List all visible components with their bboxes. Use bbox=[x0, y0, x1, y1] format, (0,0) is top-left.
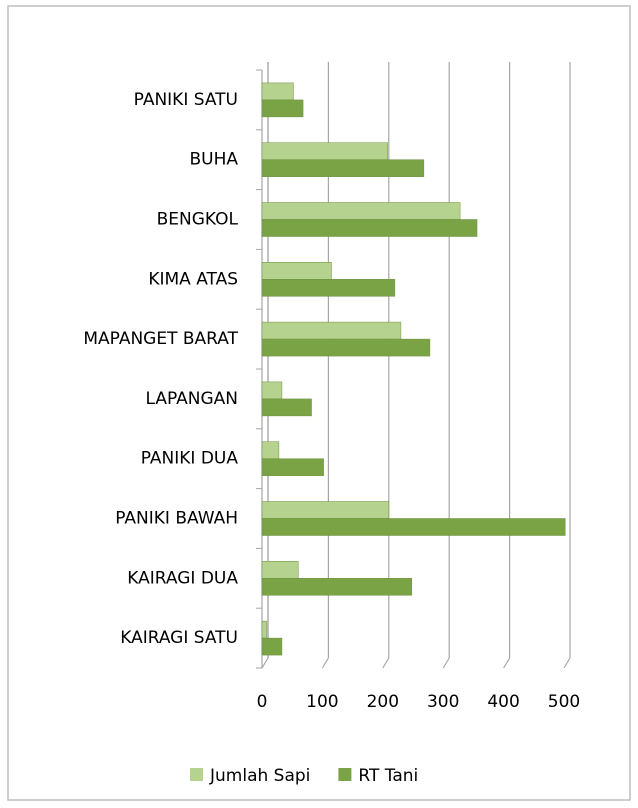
y-tick-label: PANIKI BAWAH bbox=[115, 509, 238, 529]
bar bbox=[261, 219, 478, 237]
bar bbox=[261, 321, 402, 340]
bar bbox=[261, 381, 283, 400]
x-tick-label: 0 bbox=[257, 692, 268, 712]
bar bbox=[261, 202, 461, 220]
legend-label: Jumlah Sapi bbox=[209, 766, 310, 786]
y-tick-label: KAIRAGI SATU bbox=[120, 628, 238, 648]
bar bbox=[261, 262, 332, 280]
legend-label: RT Tani bbox=[358, 766, 418, 786]
x-tick-label: 500 bbox=[548, 692, 580, 712]
x-tick bbox=[442, 657, 450, 669]
bar bbox=[261, 82, 294, 101]
y-tick-label: LAPANGAN bbox=[145, 389, 238, 409]
y-tick-label: PANIKI DUA bbox=[141, 449, 239, 469]
y-tick-label: MAPANGET BARAT bbox=[83, 329, 238, 349]
chart-frame bbox=[7, 5, 631, 801]
y-tick-label: PANIKI SATU bbox=[134, 90, 238, 110]
bar bbox=[261, 458, 324, 476]
x-tick-label: 100 bbox=[306, 692, 338, 712]
bar bbox=[261, 441, 280, 459]
x-tick-label: 300 bbox=[427, 692, 459, 712]
x-tick bbox=[563, 657, 571, 669]
x-tick-label: 400 bbox=[487, 692, 519, 712]
bar bbox=[261, 637, 283, 656]
x-tick bbox=[503, 657, 511, 669]
legend-swatch bbox=[190, 768, 203, 781]
bar bbox=[261, 518, 566, 536]
bar bbox=[261, 501, 390, 519]
legend-swatch bbox=[338, 768, 352, 781]
x-tick-label: 200 bbox=[367, 692, 399, 712]
x-tick bbox=[382, 657, 390, 669]
x-tick bbox=[261, 657, 269, 669]
bar bbox=[261, 578, 413, 596]
bar bbox=[261, 620, 268, 639]
y-tick-label: BENGKOL bbox=[157, 210, 239, 230]
bar bbox=[261, 99, 304, 118]
bar bbox=[261, 159, 425, 177]
x-tick bbox=[321, 657, 329, 669]
bar bbox=[261, 398, 312, 417]
bar bbox=[261, 142, 388, 160]
y-tick-label: KIMA ATAS bbox=[148, 269, 238, 289]
y-tick-label: BUHA bbox=[189, 150, 238, 170]
bar bbox=[261, 561, 299, 579]
bar bbox=[261, 279, 396, 297]
bar bbox=[261, 338, 431, 357]
y-tick-label: KAIRAGI DUA bbox=[127, 568, 238, 588]
